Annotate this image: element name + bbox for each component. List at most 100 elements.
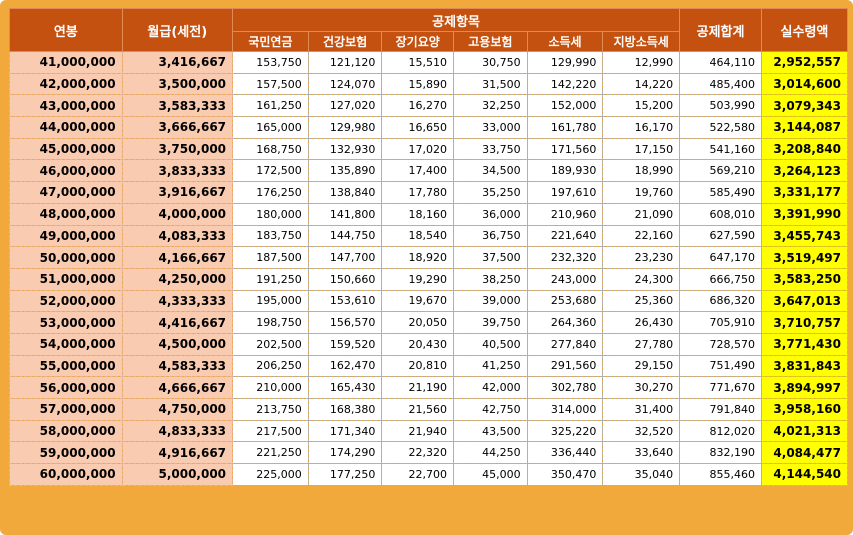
- cell-health: 156,570: [307, 311, 383, 334]
- cell-annual: 45,000,000: [9, 137, 123, 161]
- cell-local-tax: 23,230: [602, 246, 681, 269]
- cell-annual: 49,000,000: [9, 224, 123, 248]
- cell-annual: 44,000,000: [9, 116, 123, 139]
- cell-total: 728,570: [679, 332, 762, 356]
- cell-monthly: 3,583,333: [121, 94, 234, 118]
- cell-monthly: 4,916,667: [121, 441, 234, 465]
- cell-monthly: 4,333,333: [121, 289, 234, 313]
- header-health: 건강보험: [307, 31, 383, 52]
- cell-annual: 47,000,000: [9, 181, 123, 204]
- cell-pension: 187,500: [232, 246, 309, 269]
- table-row: 50,000,000 4,166,667 187,500 147,700 18,920 3…: [9, 246, 849, 269]
- cell-income-tax: 291,560: [526, 354, 604, 378]
- cell-health: 127,020: [307, 94, 383, 118]
- cell-local-tax: 25,360: [602, 289, 681, 313]
- cell-health: 121,120: [307, 51, 383, 74]
- cell-pension: 161,250: [232, 94, 309, 118]
- cell-health: 165,430: [307, 376, 383, 399]
- cell-care: 17,020: [381, 137, 455, 161]
- cell-income-tax: 336,440: [526, 441, 604, 465]
- cell-net: 4,021,313: [760, 419, 849, 443]
- table-row: 42,000,000 3,500,000 157,500 124,070 15,890 3…: [9, 72, 849, 96]
- cell-care: 16,270: [381, 94, 455, 118]
- cell-monthly: 4,666,667: [121, 376, 234, 399]
- cell-income-tax: 161,780: [526, 116, 604, 139]
- cell-monthly: 3,750,000: [121, 137, 234, 161]
- table-row: 54,000,000 4,500,000 202,500 159,520 20,430 4…: [9, 332, 849, 356]
- cell-annual: 51,000,000: [9, 267, 123, 291]
- cell-total: 812,020: [679, 419, 762, 443]
- cell-total: 585,490: [679, 181, 762, 204]
- cell-monthly: 4,000,000: [121, 202, 234, 226]
- cell-local-tax: 35,040: [602, 463, 681, 486]
- cell-employment: 32,250: [453, 94, 528, 118]
- cell-health: 150,660: [307, 267, 383, 291]
- table-row: 55,000,000 4,583,333 206,250 162,470 20,810 4…: [9, 354, 849, 378]
- cell-monthly: 4,416,667: [121, 311, 234, 334]
- cell-local-tax: 19,760: [602, 181, 681, 204]
- cell-pension: 153,750: [232, 51, 309, 74]
- cell-health: 168,380: [307, 398, 383, 421]
- cell-health: 135,890: [307, 159, 383, 183]
- cell-care: 15,890: [381, 72, 455, 96]
- cell-monthly: 3,666,667: [121, 116, 234, 139]
- cell-care: 18,920: [381, 246, 455, 269]
- cell-monthly: 4,583,333: [121, 354, 234, 378]
- cell-employment: 37,500: [453, 246, 528, 269]
- header-income-tax: 소득세: [526, 31, 604, 52]
- cell-net: 3,647,013: [760, 289, 849, 313]
- cell-monthly: 5,000,000: [121, 463, 234, 486]
- cell-pension: 172,500: [232, 159, 309, 183]
- cell-income-tax: 243,000: [526, 267, 604, 291]
- cell-employment: 35,250: [453, 181, 528, 204]
- cell-income-tax: 232,320: [526, 246, 604, 269]
- cell-net: 3,455,743: [760, 224, 849, 248]
- cell-annual: 59,000,000: [9, 441, 123, 465]
- cell-care: 21,940: [381, 419, 455, 443]
- cell-income-tax: 264,360: [526, 311, 604, 334]
- cell-pension: 198,750: [232, 311, 309, 334]
- cell-income-tax: 189,930: [526, 159, 604, 183]
- cell-net: 2,952,557: [760, 51, 849, 74]
- cell-total: 855,460: [679, 463, 762, 486]
- cell-monthly: 4,083,333: [121, 224, 234, 248]
- cell-monthly: 3,416,667: [121, 51, 234, 74]
- cell-local-tax: 18,990: [602, 159, 681, 183]
- cell-annual: 55,000,000: [9, 354, 123, 378]
- cell-pension: 221,250: [232, 441, 309, 465]
- cell-local-tax: 27,780: [602, 332, 681, 356]
- cell-care: 18,540: [381, 224, 455, 248]
- table-row: 56,000,000 4,666,667 210,000 165,430 21,190 4…: [9, 376, 849, 399]
- cell-monthly: 4,500,000: [121, 332, 234, 356]
- cell-income-tax: 197,610: [526, 181, 604, 204]
- table-row: 51,000,000 4,250,000 191,250 150,660 19,290 3…: [9, 267, 849, 291]
- cell-care: 22,320: [381, 441, 455, 465]
- cell-pension: 206,250: [232, 354, 309, 378]
- cell-net: 3,014,600: [760, 72, 849, 96]
- table-row: 49,000,000 4,083,333 183,750 144,750 18,540 3…: [9, 224, 849, 248]
- cell-local-tax: 31,400: [602, 398, 681, 421]
- header-monthly: 월급(세전): [121, 8, 234, 52]
- cell-income-tax: 325,220: [526, 419, 604, 443]
- cell-local-tax: 32,520: [602, 419, 681, 443]
- table-row: 59,000,000 4,916,667 221,250 174,290 22,320 4…: [9, 441, 849, 465]
- cell-net: 4,084,477: [760, 441, 849, 465]
- cell-pension: 210,000: [232, 376, 309, 399]
- cell-pension: 168,750: [232, 137, 309, 161]
- table-body: 41,000,000 3,416,667 153,750 121,120 15,510 3…: [9, 51, 849, 486]
- cell-care: 20,050: [381, 311, 455, 334]
- table-row: 48,000,000 4,000,000 180,000 141,800 18,160 3…: [9, 202, 849, 226]
- cell-annual: 58,000,000: [9, 419, 123, 443]
- cell-income-tax: 314,000: [526, 398, 604, 421]
- cell-pension: 191,250: [232, 267, 309, 291]
- cell-net: 3,208,840: [760, 137, 849, 161]
- header-pension: 국민연금: [232, 31, 309, 52]
- cell-employment: 39,750: [453, 311, 528, 334]
- cell-pension: 225,000: [232, 463, 309, 486]
- cell-annual: 48,000,000: [9, 202, 123, 226]
- cell-health: 129,980: [307, 116, 383, 139]
- cell-monthly: 4,833,333: [121, 419, 234, 443]
- cell-total: 485,400: [679, 72, 762, 96]
- cell-net: 4,144,540: [760, 463, 849, 486]
